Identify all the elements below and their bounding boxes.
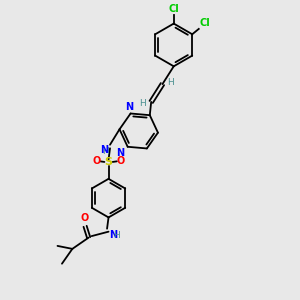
Text: Cl: Cl [200,18,210,28]
Text: N: N [110,230,118,240]
Text: H: H [167,78,174,87]
Text: N: N [100,145,109,155]
Text: H: H [140,99,146,108]
Text: O: O [116,156,124,166]
Text: N: N [125,102,133,112]
Text: S: S [104,157,112,167]
Text: H: H [102,147,109,156]
Text: N: N [117,148,125,158]
Text: H: H [114,231,120,240]
Text: O: O [92,156,101,166]
Text: Cl: Cl [168,4,179,14]
Text: O: O [80,213,88,224]
